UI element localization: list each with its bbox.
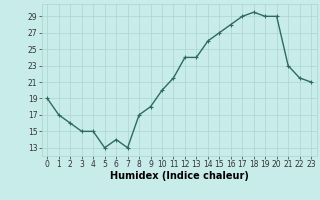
X-axis label: Humidex (Indice chaleur): Humidex (Indice chaleur) xyxy=(110,171,249,181)
